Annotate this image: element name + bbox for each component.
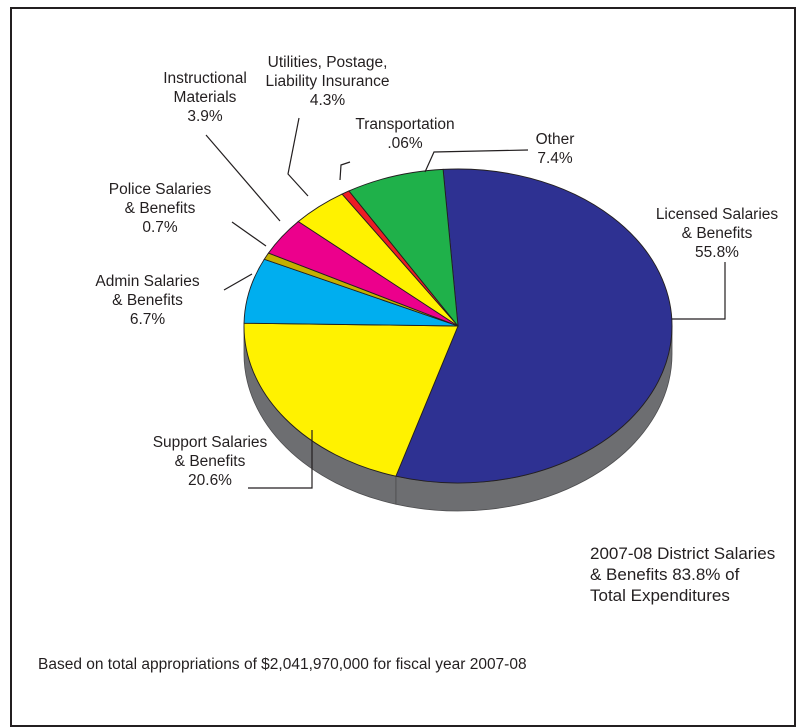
pie-slice-7 (348, 168, 459, 328)
label-transportation-pct: .06% (387, 135, 423, 152)
label-support-line2: & Benefits (174, 453, 246, 470)
leader-line-5 (287, 117, 309, 197)
label-police-line2: & Benefits (124, 200, 196, 217)
pie-chart (205, 117, 726, 512)
label-licensed-line2: & Benefits (681, 225, 753, 242)
label-licensed: Licensed Salaries & Benefits 55.8% (652, 205, 782, 262)
label-transportation: Transportation .06% (340, 115, 470, 153)
label-support: Support Salaries & Benefits 20.6% (130, 433, 290, 490)
summary-note-line2: & Benefits 83.8% of (590, 565, 740, 584)
label-instructional-line2: Materials (173, 89, 237, 106)
pie-slices (243, 168, 673, 484)
label-utilities: Utilities, Postage, Liability Insurance … (235, 53, 420, 110)
label-admin-pct: 6.7% (129, 311, 166, 328)
label-admin-line1: Admin Salaries (95, 273, 200, 290)
label-admin: Admin Salaries & Benefits 6.7% (75, 272, 220, 329)
leader-line-2 (223, 273, 253, 291)
leader-lines (205, 117, 726, 489)
leader-line-1 (248, 430, 313, 489)
leader-line-3 (231, 221, 267, 247)
label-support-pct: 20.6% (188, 472, 232, 489)
label-licensed-line1: Licensed Salaries (655, 206, 779, 223)
summary-note: 2007-08 District Salaries & Benefits 83.… (590, 543, 775, 606)
label-utilities-pct: 4.3% (309, 92, 346, 109)
summary-note-line3: Total Expenditures (590, 586, 730, 605)
footnote: Based on total appropriations of $2,041,… (38, 656, 527, 673)
label-instructional: Instructional Materials 3.9% (140, 69, 270, 126)
label-transportation-line1: Transportation (355, 116, 455, 133)
label-police-pct: 0.7% (142, 219, 178, 236)
pie-slice-1 (243, 322, 459, 477)
label-support-line1: Support Salaries (152, 434, 268, 451)
label-instructional-pct: 3.9% (187, 108, 223, 125)
label-other-line1: Other (535, 131, 575, 148)
label-admin-line2: & Benefits (112, 292, 183, 309)
label-licensed-pct: 55.8% (695, 244, 739, 261)
label-other: Other 7.4% (520, 130, 590, 168)
label-police: Police Salaries & Benefits 0.7% (85, 180, 235, 237)
pie-slice-0 (395, 168, 673, 484)
label-other-pct: 7.4% (537, 150, 573, 167)
label-instructional-line1: Instructional (163, 70, 247, 87)
leader-line-6 (339, 161, 351, 181)
label-utilities-line2: Liability Insurance (265, 73, 390, 90)
label-police-line1: Police Salaries (108, 181, 212, 198)
summary-note-line1: 2007-08 District Salaries (590, 544, 776, 563)
label-utilities-line1: Utilities, Postage, (267, 54, 388, 71)
leader-line-4 (205, 134, 281, 222)
leader-line-0 (672, 262, 726, 320)
leader-line-7 (424, 149, 529, 173)
